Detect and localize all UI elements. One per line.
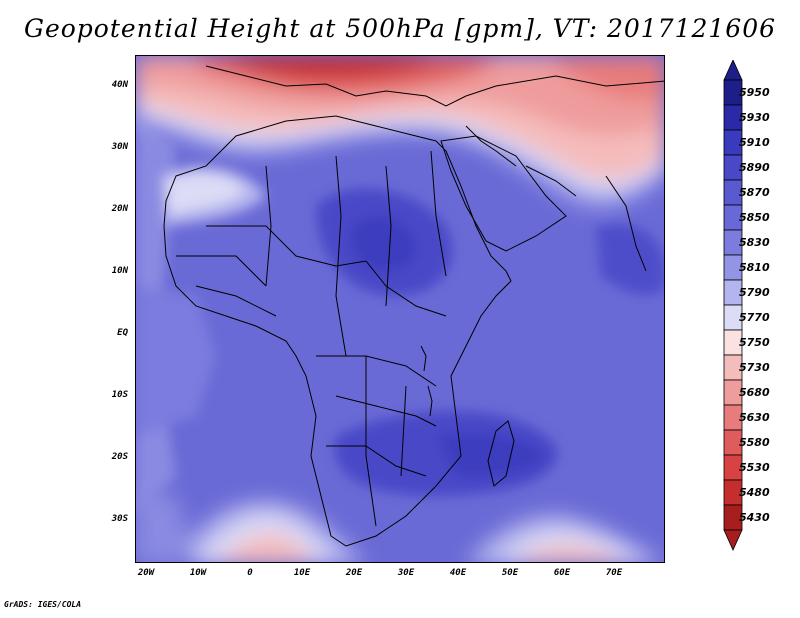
colorbar-label: 5680 [739,386,770,399]
colorbar-bottom-arrow [723,529,743,551]
lon-label: 30E [397,568,415,578]
colorbar-top-arrow [723,60,743,81]
lat-label: 20N [111,204,128,214]
lon-label: 20W [137,568,155,578]
coastlines [163,65,664,547]
colorbar-label: 5580 [739,436,770,449]
lat-label: EQ [117,328,128,338]
colorbar-label: 5810 [739,261,770,274]
lat-label: 40N [111,80,128,90]
lat-label: 10S [111,390,128,400]
lat-label: 10N [111,266,128,276]
lat-label: 30N [111,142,128,152]
colorbar-label: 5830 [739,236,770,249]
colorbar-label: 5630 [739,411,770,424]
lon-label: 10E [293,568,311,578]
colorbar-label: 5730 [739,361,770,374]
colorbar [723,60,783,560]
lon-label: 70E [605,568,623,578]
colorbar-label: 5910 [739,136,770,149]
contour-map [136,56,664,562]
lon-label: 20E [345,568,363,578]
colorbar-label: 5790 [739,286,770,299]
colorbar-label: 5870 [739,186,770,199]
lon-label: 60E [553,568,571,578]
lon-label: 10W [189,568,207,578]
lon-label: 50E [501,568,519,578]
lon-label: 0 [247,568,253,578]
lat-label: 30S [111,514,128,524]
colorbar-label: 5530 [739,461,770,474]
colorbar-label: 5930 [739,111,770,124]
colorbar-label: 5770 [739,311,770,324]
colorbar-label: 5890 [739,161,770,174]
colorbar-label: 5430 [739,511,770,524]
colorbar-label: 5850 [739,211,770,224]
lon-label: 40E [449,568,467,578]
colorbar-swatches [723,60,743,551]
chart-title: Geopotential Height at 500hPa [gpm], VT:… [23,14,777,43]
footer-credit: GrADS: IGES/COLA [4,600,82,609]
colorbar-label: 5480 [739,486,770,499]
colorbar-label: 5750 [739,336,770,349]
map-frame [135,55,665,563]
colorbar-label: 5950 [739,86,770,99]
lat-label: 20S [111,452,128,462]
